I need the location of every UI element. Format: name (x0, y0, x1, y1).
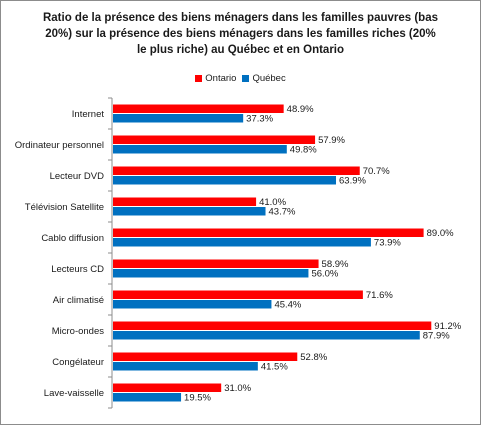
data-label-quebec-internet: 37.3% (246, 114, 273, 125)
category-label-lecteur-dvd: Lecteur DVD (50, 171, 105, 182)
data-label-quebec-congelateur: 41.5% (261, 362, 288, 373)
data-label-ontario-cablo-diffusion: 89.0% (427, 228, 454, 239)
data-label-quebec-lecteurs-cd: 56.0% (311, 269, 338, 280)
bar-quebec-internet (113, 114, 244, 123)
category-label-ordinateur-personnel: Ordinateur personnel (15, 140, 104, 151)
chart-title-line-2: 20%) sur la présence des biens ménagers … (45, 28, 436, 40)
category-label-air-climatise: Air climatisé (53, 295, 104, 306)
bar-ontario-cablo-diffusion (113, 228, 424, 237)
bar-quebec-congelateur (113, 362, 258, 371)
category-label-lecteurs-cd: Lecteurs CD (51, 264, 104, 275)
data-label-ontario-congelateur: 52.8% (300, 352, 327, 363)
chart-title-line-3: le plus riche) au Québec et en Ontario (136, 44, 345, 56)
category-label-cablo-diffusion: Cablo diffusion (41, 233, 104, 244)
data-label-quebec-lecteur-dvd: 63.9% (339, 176, 366, 187)
legend-label-ontario: Ontario (205, 72, 237, 84)
data-label-quebec-cablo-diffusion: 73.9% (374, 238, 401, 249)
bar-quebec-lecteur-dvd (113, 176, 337, 185)
bar-ontario-congelateur (113, 352, 298, 361)
bar-quebec-ordinateur-personnel (113, 145, 287, 154)
data-label-ontario-ordinateur-personnel: 57.9% (318, 135, 345, 146)
bar-ontario-air-climatise (113, 290, 363, 299)
category-label-micro-ondes: Micro-ondes (52, 326, 105, 337)
data-label-ontario-television-satellite: 41.0% (259, 197, 286, 208)
category-label-television-satellite: Télévision Satellite (25, 202, 104, 213)
bar-quebec-television-satellite (113, 207, 266, 216)
data-label-quebec-television-satellite: 43.7% (269, 207, 296, 218)
chart-legend: Ontario Québec (0, 71, 481, 85)
bar-ontario-ordinateur-personnel (113, 135, 316, 144)
bar-ontario-micro-ondes (113, 321, 432, 330)
data-label-quebec-ordinateur-personnel: 49.8% (290, 145, 317, 156)
bar-quebec-micro-ondes (113, 331, 420, 340)
data-label-ontario-micro-ondes: 91.2% (434, 321, 461, 332)
data-label-ontario-lecteurs-cd: 58.9% (322, 259, 349, 270)
data-label-quebec-lave-vaisselle: 19.5% (184, 393, 211, 404)
bar-quebec-air-climatise (113, 300, 272, 309)
legend-swatch-quebec (242, 74, 250, 82)
category-label-internet: Internet (72, 109, 105, 120)
legend-label-quebec: Québec (252, 72, 286, 84)
bar-ontario-television-satellite (113, 197, 257, 206)
chart-title-line-1: Ratio de la présence des biens ménagers … (42, 12, 438, 24)
chart-title: Ratio de la présence des biens ménagers … (20, 10, 461, 58)
bar-ontario-lecteurs-cd (113, 259, 319, 268)
data-label-ontario-air-climatise: 71.6% (366, 290, 393, 301)
bar-ontario-lecteur-dvd (113, 166, 360, 175)
bar-quebec-lecteurs-cd (113, 269, 309, 278)
data-label-quebec-air-climatise: 45.4% (274, 300, 301, 311)
data-label-ontario-lecteur-dvd: 70.7% (363, 166, 390, 177)
legend-item-quebec: Québec (242, 72, 286, 84)
bar-ontario-internet (113, 104, 284, 113)
data-label-ontario-lave-vaisselle: 31.0% (224, 383, 251, 394)
bar-ontario-lave-vaisselle (113, 383, 222, 392)
legend-swatch-ontario (195, 74, 203, 82)
data-label-quebec-micro-ondes: 87.9% (423, 331, 450, 342)
data-label-ontario-internet: 48.9% (287, 104, 314, 115)
bar-quebec-lave-vaisselle (113, 393, 182, 402)
bar-quebec-cablo-diffusion (113, 238, 371, 247)
category-label-congelateur: Congélateur (52, 357, 104, 368)
legend-item-ontario: Ontario (195, 73, 236, 84)
category-label-lave-vaisselle: Lave-vaisselle (44, 388, 104, 399)
